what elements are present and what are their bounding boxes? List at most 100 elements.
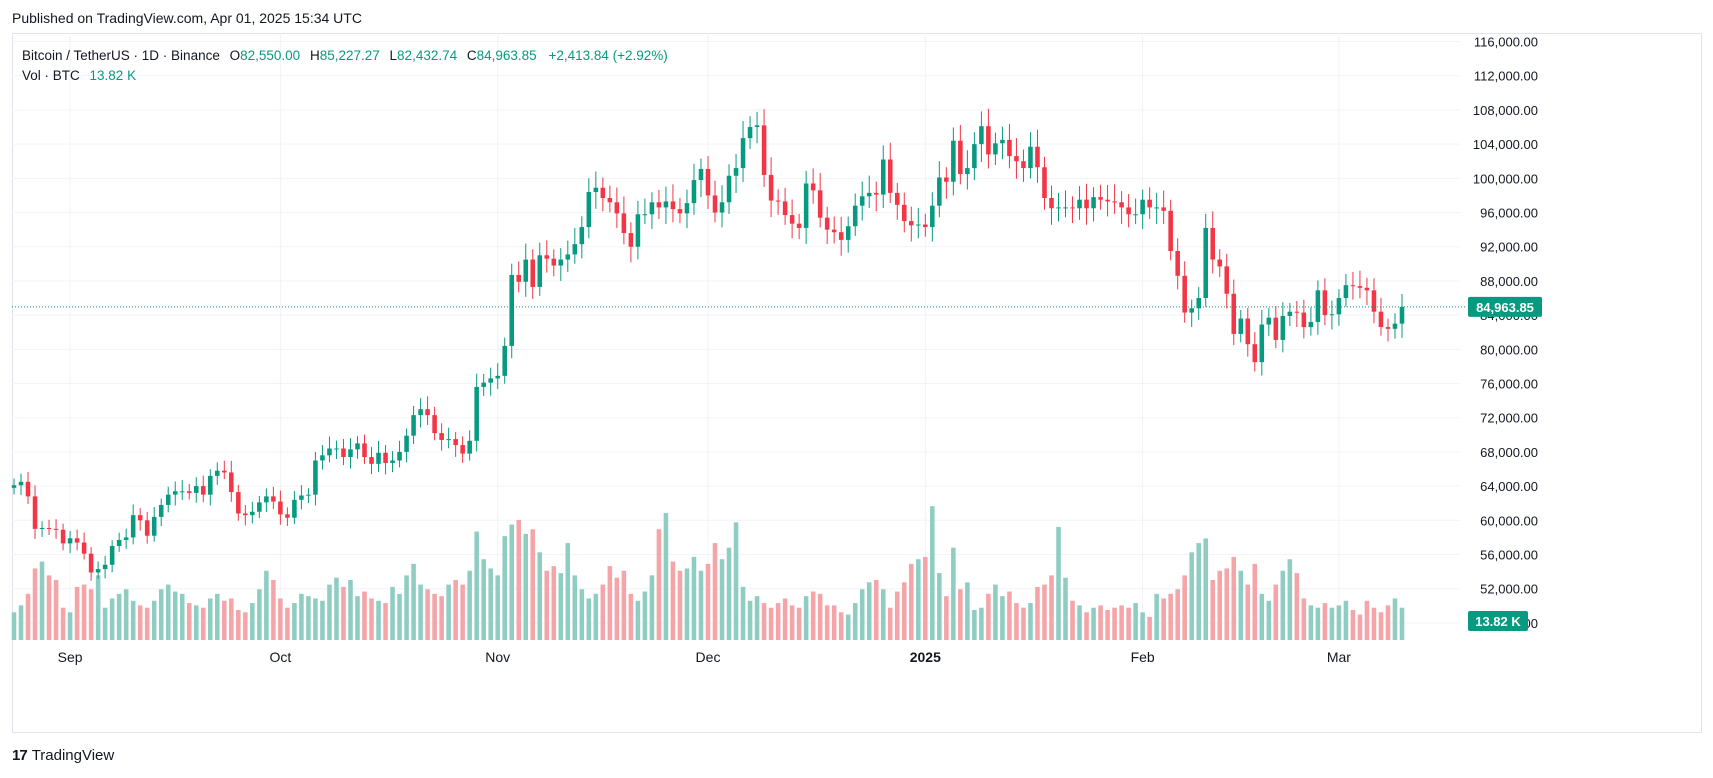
price-tick-label: 100,000.00 <box>1473 171 1538 186</box>
volume-bar <box>782 598 788 640</box>
candle-body <box>1371 290 1377 312</box>
chart-frame[interactable] <box>12 33 1702 733</box>
candle-body <box>586 192 592 228</box>
candle-body <box>1336 298 1342 315</box>
volume-bar <box>208 598 213 640</box>
candle-body <box>551 258 557 266</box>
volume-bar <box>418 584 423 640</box>
brand-name: TradingView <box>31 747 115 764</box>
candle-body <box>1007 139 1012 157</box>
volume-bar <box>873 580 879 640</box>
candle-body <box>838 232 844 240</box>
candle-body <box>355 443 360 450</box>
candle-body <box>1308 321 1314 328</box>
volume-bar <box>845 614 851 640</box>
candle-body <box>453 439 458 446</box>
candle-body <box>1280 315 1286 340</box>
candle-body <box>544 255 550 259</box>
volume-bar <box>1357 614 1363 640</box>
candle-body <box>1168 210 1173 252</box>
candle-body <box>208 475 213 495</box>
volume-bar <box>817 593 823 640</box>
candle-body <box>243 513 248 516</box>
price-tick-label: 68,000.00 <box>1480 445 1538 460</box>
volume-label[interactable]: Vol · BTC <box>22 68 80 83</box>
candle-body <box>628 233 634 247</box>
volume-bar <box>642 591 648 640</box>
volume-bar <box>705 563 711 640</box>
volume-bar <box>1294 573 1300 640</box>
candle-body <box>390 460 395 464</box>
volume-bar <box>306 596 311 640</box>
volume-bar <box>712 543 718 640</box>
symbol-title[interactable]: Bitcoin / TetherUS · 1D · Binance <box>22 48 220 63</box>
volume-bar <box>579 589 585 640</box>
volume-bar <box>761 603 767 640</box>
candle-body <box>25 481 31 497</box>
candle-body <box>1133 214 1138 216</box>
candle-body <box>824 217 830 230</box>
candle-body <box>1294 311 1300 313</box>
candle-body <box>726 175 732 203</box>
candle-body <box>348 449 353 458</box>
volume-bar <box>859 589 865 640</box>
volume-bar <box>243 612 248 640</box>
volume-bar <box>285 607 290 640</box>
open-value: 82,550.00 <box>240 48 301 63</box>
price-tick-label: 76,000.00 <box>1480 377 1538 392</box>
candle-body <box>1217 259 1223 267</box>
volume-bar <box>397 593 402 640</box>
volume-bar <box>11 612 17 640</box>
volume-bar <box>1392 598 1398 640</box>
candle-body <box>1392 323 1398 329</box>
candle-body <box>53 528 59 530</box>
volume-bar <box>1133 603 1138 640</box>
candle-body <box>502 345 507 376</box>
volume-bar <box>1224 568 1230 640</box>
volume-bar <box>369 598 374 640</box>
candle-body <box>474 386 479 441</box>
candle-body <box>172 491 178 495</box>
volume-bar <box>292 603 297 640</box>
volume-bar <box>453 580 458 640</box>
price-tick-label: 108,000.00 <box>1473 103 1538 118</box>
volume-bar <box>1014 603 1019 640</box>
footer-brand[interactable]: 17 TradingView <box>12 747 114 764</box>
candle-body <box>621 213 627 234</box>
volume-bar <box>909 563 914 640</box>
volume-bar <box>495 575 500 640</box>
candle-body <box>965 168 970 175</box>
candle-body <box>1287 311 1293 316</box>
candle-body <box>1014 156 1019 162</box>
volume-bar <box>215 593 220 640</box>
time-tick-label: Sep <box>58 649 83 665</box>
volume-bar <box>264 570 269 640</box>
candle-body <box>565 254 571 260</box>
candle-body <box>215 470 220 476</box>
volume-bar <box>334 577 339 640</box>
candle-body <box>11 485 17 488</box>
low-value: 82,432.74 <box>397 48 458 63</box>
volume-bar <box>656 529 662 640</box>
volume-bar <box>810 591 816 640</box>
volume-bar <box>663 513 669 640</box>
volume-bar <box>1035 586 1040 640</box>
grid-lines <box>12 33 1460 640</box>
candle-body <box>1224 266 1230 294</box>
volume-bar <box>1091 607 1096 640</box>
volume-bar <box>1301 598 1307 640</box>
candle-body <box>817 190 823 218</box>
volume-bar <box>158 589 164 640</box>
volume-bar <box>621 570 627 640</box>
candle-body <box>165 494 171 505</box>
volume-bar <box>916 559 921 640</box>
candle-body <box>432 415 437 434</box>
candle-body <box>916 224 921 226</box>
candle-body <box>677 209 683 214</box>
volume-bar <box>186 603 192 640</box>
candle-body <box>1385 327 1391 329</box>
candle-body <box>411 415 416 436</box>
volume-bar <box>341 586 346 640</box>
candle-body <box>1000 139 1005 144</box>
